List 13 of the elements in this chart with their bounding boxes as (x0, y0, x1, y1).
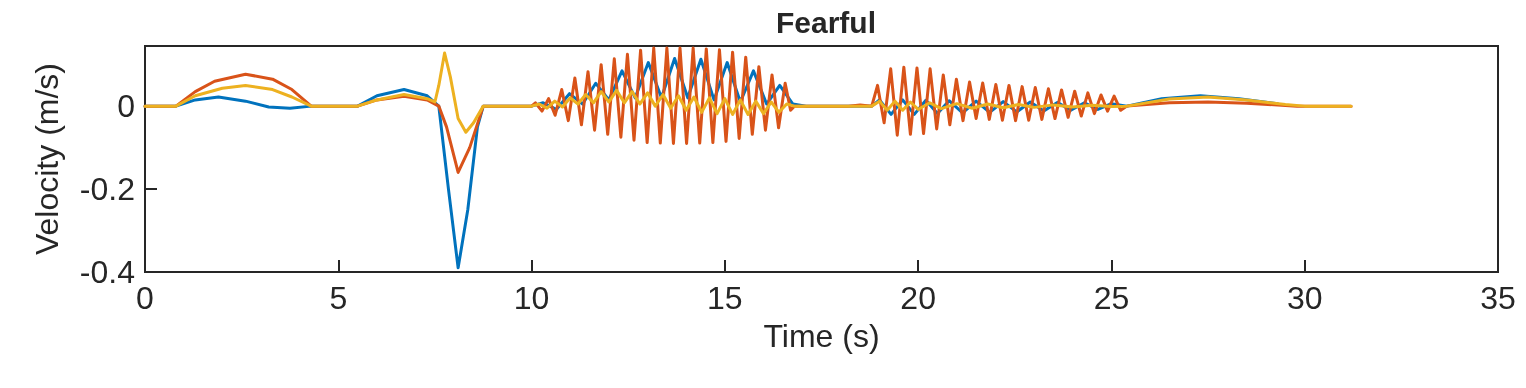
x-axis-title: Time (s) (763, 318, 880, 354)
y-tick-label: 0 (117, 88, 135, 125)
x-tick-label: 10 (513, 280, 550, 316)
y-axis-title: Velocity (m/s) (29, 62, 65, 256)
x-tick-label: 25 (1093, 280, 1130, 316)
x-tick-label: 15 (707, 280, 743, 316)
y-tick-label: -0.4 (79, 254, 135, 290)
x-tick-label: 20 (900, 280, 936, 316)
y-tick-label: -0.2 (79, 171, 135, 208)
x-tick-label: 5 (329, 280, 348, 316)
chart-title: Fearful (775, 5, 877, 39)
x-tick-label: 35 (1480, 280, 1516, 316)
x-tick-label: 30 (1286, 280, 1323, 316)
